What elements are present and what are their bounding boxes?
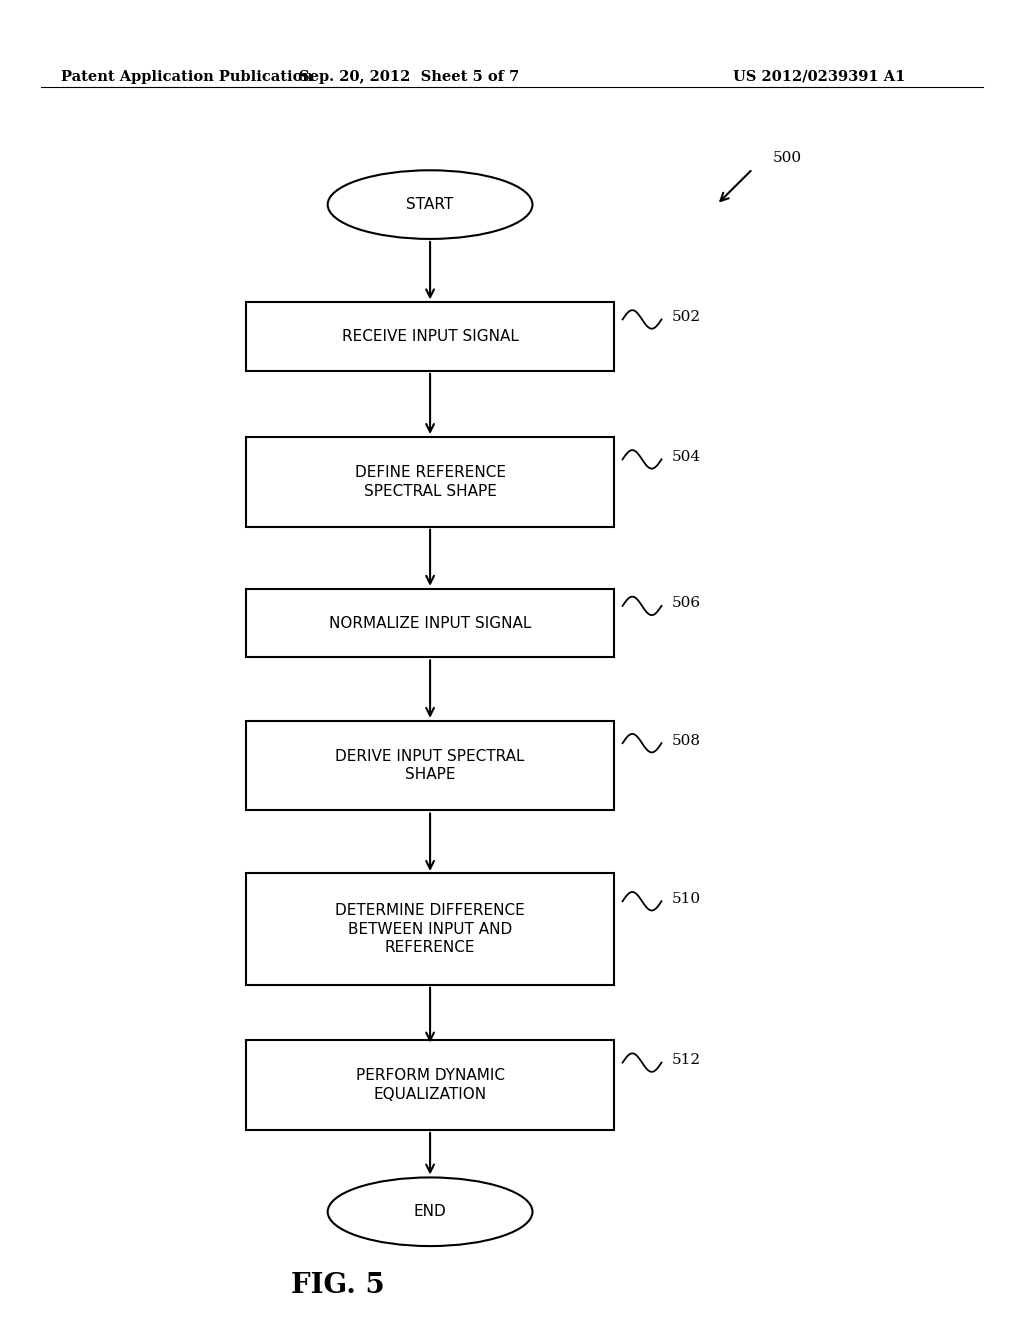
Text: 510: 510	[672, 891, 700, 906]
Text: START: START	[407, 197, 454, 213]
Text: DERIVE INPUT SPECTRAL
SHAPE: DERIVE INPUT SPECTRAL SHAPE	[335, 748, 525, 783]
Text: DETERMINE DIFFERENCE
BETWEEN INPUT AND
REFERENCE: DETERMINE DIFFERENCE BETWEEN INPUT AND R…	[335, 903, 525, 956]
Text: Sep. 20, 2012  Sheet 5 of 7: Sep. 20, 2012 Sheet 5 of 7	[299, 70, 520, 83]
Text: END: END	[414, 1204, 446, 1220]
Text: FIG. 5: FIG. 5	[291, 1272, 385, 1299]
Text: 512: 512	[672, 1053, 700, 1067]
Text: DEFINE REFERENCE
SPECTRAL SHAPE: DEFINE REFERENCE SPECTRAL SHAPE	[354, 465, 506, 499]
FancyBboxPatch shape	[246, 589, 614, 657]
FancyBboxPatch shape	[246, 874, 614, 985]
Text: 506: 506	[672, 597, 700, 610]
FancyBboxPatch shape	[246, 721, 614, 810]
Text: 502: 502	[672, 310, 700, 323]
Ellipse shape	[328, 1177, 532, 1246]
Text: NORMALIZE INPUT SIGNAL: NORMALIZE INPUT SIGNAL	[329, 615, 531, 631]
FancyBboxPatch shape	[246, 302, 614, 371]
FancyBboxPatch shape	[246, 1040, 614, 1130]
Ellipse shape	[328, 170, 532, 239]
Text: RECEIVE INPUT SIGNAL: RECEIVE INPUT SIGNAL	[342, 329, 518, 345]
Text: Patent Application Publication: Patent Application Publication	[61, 70, 313, 83]
Text: PERFORM DYNAMIC
EQUALIZATION: PERFORM DYNAMIC EQUALIZATION	[355, 1068, 505, 1102]
Text: 508: 508	[672, 734, 700, 747]
Text: 504: 504	[672, 450, 700, 463]
Text: US 2012/0239391 A1: US 2012/0239391 A1	[733, 70, 905, 83]
Text: 500: 500	[773, 152, 802, 165]
FancyBboxPatch shape	[246, 437, 614, 527]
